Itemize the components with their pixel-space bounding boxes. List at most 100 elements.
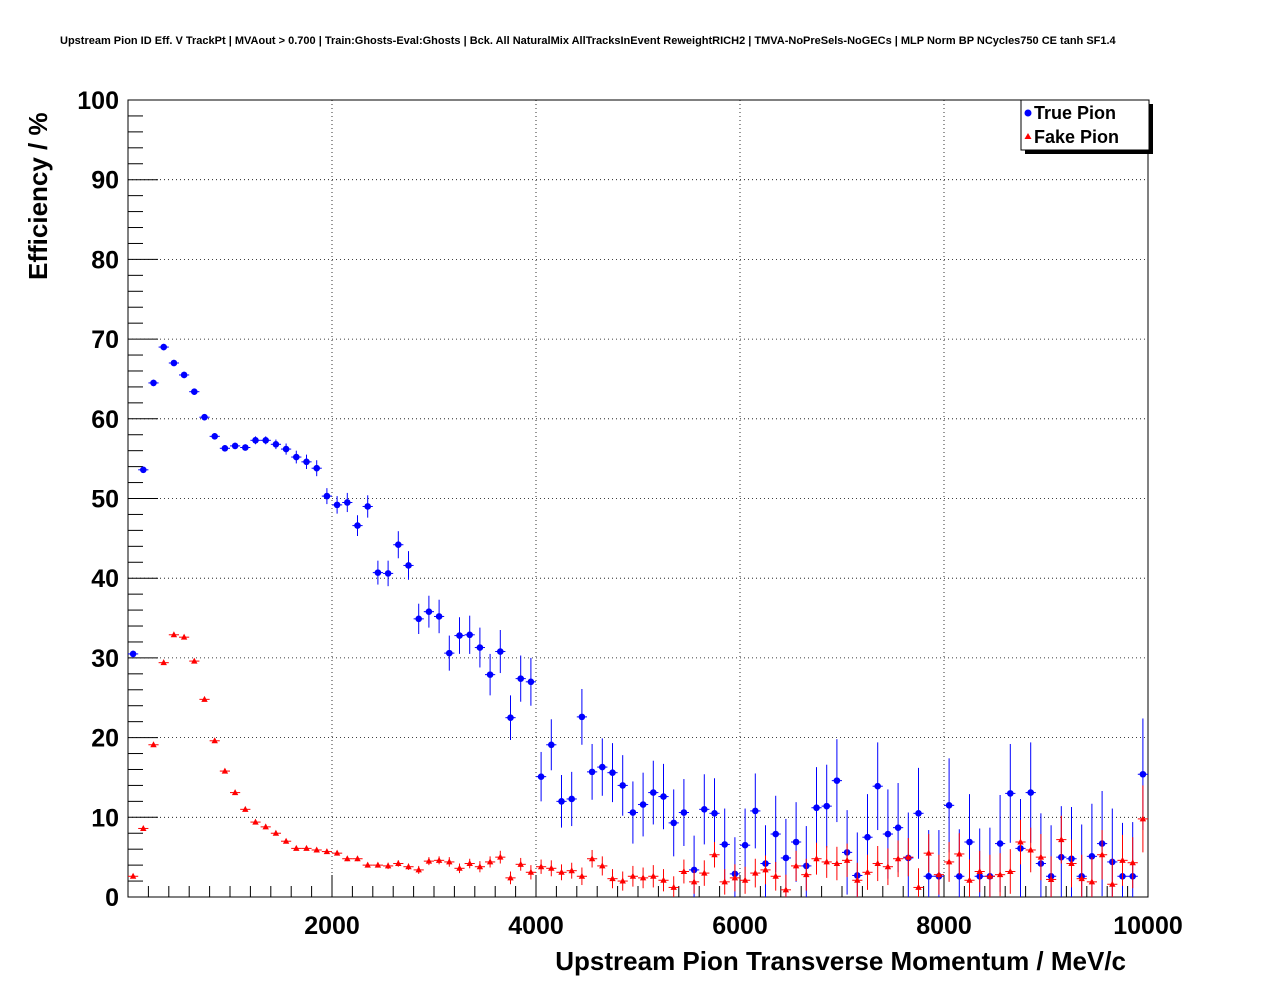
legend: True Pion Fake Pion bbox=[1020, 99, 1153, 154]
chart-title: Upstream Pion ID Eff. V TrackPt | MVAout… bbox=[60, 35, 1117, 47]
data-point bbox=[599, 862, 606, 869]
data-point bbox=[303, 458, 310, 466]
data-point bbox=[548, 864, 555, 871]
data-point bbox=[323, 492, 331, 500]
data-point bbox=[813, 855, 820, 862]
data-point bbox=[976, 867, 983, 874]
data-point bbox=[231, 442, 239, 450]
data-point bbox=[507, 714, 514, 721]
data-point bbox=[629, 809, 637, 816]
data-point bbox=[966, 838, 973, 846]
data-point bbox=[1098, 851, 1106, 858]
data-point bbox=[313, 464, 321, 472]
data-point bbox=[670, 883, 677, 890]
data-point bbox=[935, 871, 943, 878]
data-point bbox=[1129, 859, 1136, 866]
data-point bbox=[507, 874, 514, 881]
data-point bbox=[864, 833, 871, 841]
data-point bbox=[313, 846, 320, 853]
data-point bbox=[721, 878, 728, 885]
data-point bbox=[823, 858, 830, 865]
data-point bbox=[405, 863, 412, 870]
data-point bbox=[497, 648, 504, 655]
data-point bbox=[548, 741, 555, 749]
data-point bbox=[517, 675, 524, 682]
series-layer bbox=[128, 343, 1148, 897]
data-point bbox=[1047, 875, 1055, 882]
data-point bbox=[680, 867, 688, 874]
axis-ticks bbox=[128, 115, 1129, 897]
data-point bbox=[568, 867, 575, 874]
legend-true-pion-marker bbox=[1024, 109, 1032, 117]
data-point bbox=[884, 830, 892, 838]
legend-box bbox=[1020, 99, 1150, 151]
data-point bbox=[925, 849, 932, 856]
data-point bbox=[180, 633, 188, 640]
data-point bbox=[486, 858, 494, 865]
data-point bbox=[711, 810, 718, 817]
data-point bbox=[517, 860, 524, 867]
data-point bbox=[262, 437, 270, 444]
data-point bbox=[996, 871, 1004, 878]
data-point bbox=[1139, 815, 1147, 822]
data-point bbox=[1139, 770, 1147, 778]
data-point bbox=[1007, 867, 1014, 874]
data-point bbox=[374, 861, 382, 868]
data-point bbox=[854, 876, 861, 883]
data-point bbox=[1068, 860, 1075, 867]
data-point bbox=[823, 802, 830, 810]
data-point bbox=[221, 767, 229, 774]
data-point bbox=[996, 840, 1004, 847]
data-point bbox=[864, 868, 871, 875]
data-point bbox=[344, 499, 351, 506]
data-point bbox=[140, 466, 147, 474]
data-point bbox=[752, 869, 759, 876]
data-point bbox=[639, 874, 647, 881]
data-point bbox=[660, 876, 667, 883]
data-point bbox=[527, 678, 535, 686]
data-point bbox=[242, 805, 249, 812]
data-point bbox=[476, 644, 484, 651]
y-tick-label: 60 bbox=[91, 406, 119, 434]
data-point bbox=[915, 883, 922, 890]
data-point bbox=[446, 858, 453, 865]
data-point bbox=[670, 819, 677, 827]
y-tick-label: 40 bbox=[91, 565, 119, 593]
data-point bbox=[405, 562, 412, 569]
data-point bbox=[476, 863, 484, 870]
data-point bbox=[792, 862, 800, 869]
x-axis-title: Upstream Pion Transverse Momentum / MeV/… bbox=[555, 946, 1126, 976]
data-point bbox=[915, 810, 922, 817]
data-point bbox=[752, 807, 759, 815]
data-point bbox=[201, 695, 208, 702]
data-point bbox=[160, 343, 167, 351]
data-point bbox=[364, 503, 372, 510]
y-tick-label: 100 bbox=[77, 87, 119, 115]
data-point bbox=[282, 837, 290, 844]
data-point bbox=[945, 858, 953, 865]
data-point bbox=[905, 853, 912, 860]
data-point bbox=[578, 872, 586, 879]
data-point bbox=[435, 613, 443, 620]
data-point bbox=[619, 877, 626, 884]
data-point bbox=[180, 371, 188, 379]
data-point bbox=[803, 871, 810, 878]
y-tick-label: 70 bbox=[91, 326, 119, 354]
data-point bbox=[425, 608, 433, 615]
data-point bbox=[741, 876, 749, 883]
y-tick-label: 20 bbox=[91, 725, 119, 753]
data-point bbox=[170, 359, 178, 367]
data-point bbox=[303, 844, 310, 851]
data-point bbox=[721, 841, 728, 848]
data-point bbox=[456, 864, 463, 871]
data-point bbox=[650, 789, 657, 796]
y-tick-label: 30 bbox=[91, 645, 119, 673]
data-point bbox=[701, 869, 708, 876]
data-point bbox=[160, 659, 167, 666]
data-point bbox=[813, 804, 820, 812]
data-point bbox=[690, 878, 698, 885]
x-tick-label: 6000 bbox=[712, 912, 768, 940]
data-point bbox=[762, 866, 769, 873]
data-point bbox=[415, 615, 423, 623]
